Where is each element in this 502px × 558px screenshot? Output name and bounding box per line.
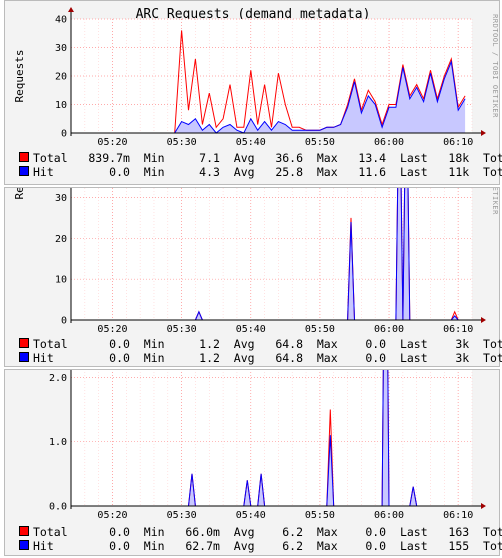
graph-panel: ARC Requests (demand_metadata) 0 10 20 30 40 0… [4, 0, 502, 185]
x-tick-label: 06:10 [443, 137, 473, 148]
x-tick-label: 05:50 [305, 137, 335, 148]
x-tick-label: 05:20 [97, 137, 127, 148]
legend-text: Total 839.7m Min 7.1 Avg 36.6 Max 13.4 L… [33, 151, 502, 165]
y-tick-label: 40 [55, 15, 67, 26]
legend-row: Hit 0.0 Min 4.3 Avg 25.8 Max 11.6 Last 1… [19, 165, 502, 179]
x-tick-label: 05:40 [236, 324, 266, 335]
legend-text: Hit 0.0 Min 4.3 Avg 25.8 Max 11.6 Last 1… [33, 165, 502, 179]
y-axis-label: Requests [13, 188, 26, 199]
y-tick-label: 10 [55, 275, 67, 286]
chart-svg: ARC Requests (prefetch_metadata)0.01.02.… [49, 370, 486, 521]
legend-row: Total 839.7m Min 7.1 Avg 36.6 Max 13.4 L… [19, 151, 502, 165]
y-tick-label: 10 [55, 100, 67, 111]
y-axis-label: Requests [13, 50, 26, 103]
legend-row: Hit 0.0 Min 1.2 Avg 64.8 Max 0.0 Last 3k… [19, 351, 502, 365]
x-tick-label: 06:10 [443, 324, 473, 335]
x-tick-label: 06:10 [443, 510, 473, 521]
y-tick-label: 0 [61, 316, 67, 327]
y-tick-label: 30 [55, 193, 67, 204]
legend-text: Hit 0.0 Min 1.2 Avg 64.8 Max 0.0 Last 3k… [33, 351, 502, 365]
plot-area [71, 370, 472, 506]
y-axis-arrow-icon [68, 7, 74, 12]
legend-text: Total 0.0 Min 66.0m Avg 6.2 Max 0.0 Last… [33, 525, 502, 539]
legend-swatch [19, 152, 29, 162]
chart-legend: Total 0.0 Min 1.2 Avg 64.8 Max 0.0 Last … [19, 337, 502, 365]
y-tick-label: 0 [61, 129, 67, 140]
x-tick-label: 05:40 [236, 137, 266, 148]
x-tick-label: 05:50 [305, 510, 335, 521]
legend-text: Total 0.0 Min 1.2 Avg 64.8 Max 0.0 Last … [33, 337, 502, 351]
y-tick-label: 0.0 [49, 502, 67, 513]
legend-swatch [19, 526, 29, 536]
x-axis-arrow-icon [481, 317, 486, 323]
chart-svg: ARC Requests (demand_metadata) 0 10 20 30 40 0… [13, 7, 499, 148]
y-tick-label: 2.0 [49, 373, 67, 384]
x-tick-label: 05:30 [167, 324, 197, 335]
x-tick-label: 06:00 [374, 324, 404, 335]
x-axis-arrow-icon [481, 130, 486, 136]
chart-svg: ARC Requests (prefetch_data)010203040506… [13, 188, 499, 335]
x-axis-arrow-icon [481, 503, 486, 509]
legend-row: Total 0.0 Min 66.0m Avg 6.2 Max 0.0 Last… [19, 525, 502, 539]
x-tick-label: 05:20 [97, 324, 127, 335]
y-tick-label: 20 [55, 234, 67, 245]
series-hit-line [174, 59, 466, 134]
x-tick-label: 05:30 [167, 137, 197, 148]
legend-row: Total 0.0 Min 1.2 Avg 64.8 Max 0.0 Last … [19, 337, 502, 351]
x-tick-label: 06:00 [374, 137, 404, 148]
legend-text: Hit 0.0 Min 62.7m Avg 6.2 Max 0.0 Last 1… [33, 539, 502, 553]
x-tick-label: 05:30 [167, 510, 197, 521]
y-tick-label: 20 [55, 72, 67, 83]
y-tick-label: 30 [55, 43, 67, 54]
hit-area [174, 61, 466, 133]
x-tick-label: 05:20 [97, 510, 127, 521]
legend-swatch [19, 338, 29, 348]
graph-panel: ARC Requests (prefetch_data)010203040506… [4, 187, 502, 367]
watermark-text: RRDTOOL / TOBI OETIKER [491, 188, 499, 215]
chart-legend: Total 839.7m Min 7.1 Avg 36.6 Max 13.4 L… [19, 151, 502, 179]
legend-row: Hit 0.0 Min 62.7m Avg 6.2 Max 0.0 Last 1… [19, 539, 502, 553]
x-tick-label: 06:00 [374, 510, 404, 521]
legend-swatch [19, 352, 29, 362]
legend-swatch [19, 540, 29, 550]
plot-area [71, 188, 472, 320]
graph-panel: ARC Requests (prefetch_metadata)0.01.02.… [4, 369, 502, 556]
chart-legend: Total 0.0 Min 66.0m Avg 6.2 Max 0.0 Last… [19, 525, 502, 553]
legend-swatch [19, 166, 29, 176]
watermark-text: RRDTOOL / TOBI OETIKER [491, 14, 499, 118]
y-tick-label: 1.0 [49, 437, 67, 448]
x-tick-label: 05:40 [236, 510, 266, 521]
x-tick-label: 05:50 [305, 324, 335, 335]
hit-area [195, 188, 459, 320]
chart-title: ARC Requests (demand_metadata) [136, 7, 371, 22]
